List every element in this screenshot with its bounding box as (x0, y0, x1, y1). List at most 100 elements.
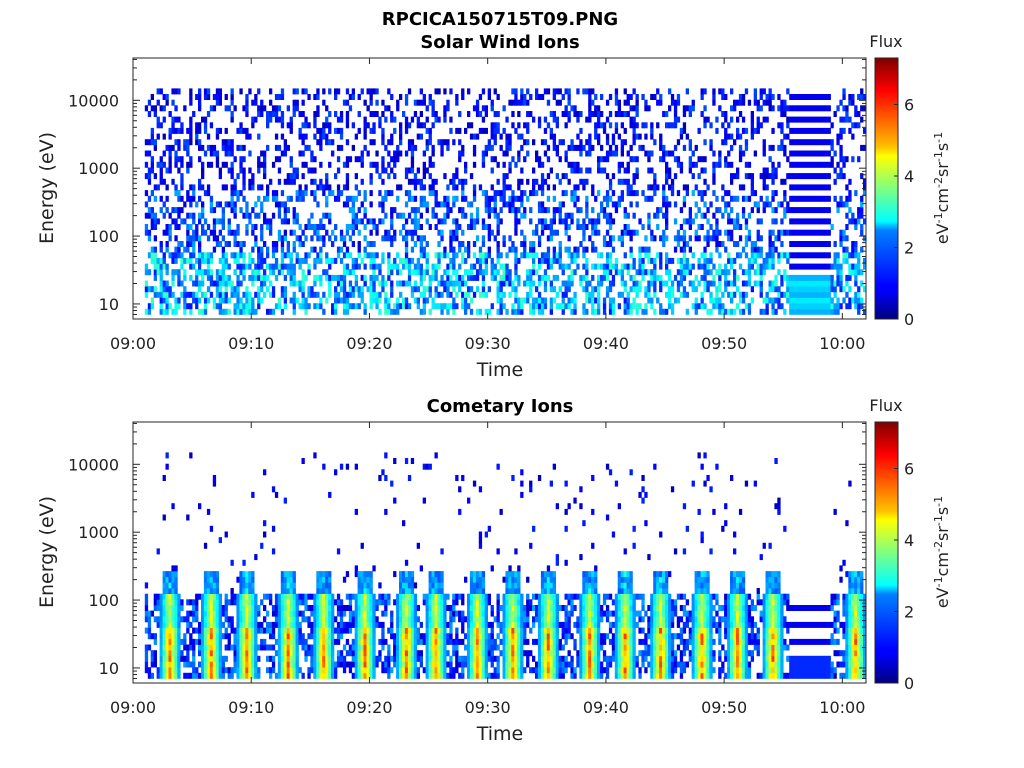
heatmap-cell (487, 195, 491, 202)
heatmap-cell (274, 638, 279, 645)
heatmap-cell (765, 257, 769, 264)
heatmap-cell (177, 633, 181, 640)
heatmap-cell (795, 173, 799, 180)
heatmap-cell (334, 257, 338, 264)
heatmap-cell (209, 252, 214, 259)
heatmap-cell (354, 257, 358, 264)
heatmap-cell (144, 593, 149, 600)
heatmap-cell (493, 133, 497, 140)
heatmap-cell (316, 667, 320, 674)
heatmap-cell (443, 173, 447, 180)
heatmap-cell (162, 616, 166, 623)
heatmap-cell (662, 201, 666, 208)
heatmap-cell (239, 122, 243, 129)
heatmap-cell (777, 201, 781, 208)
heatmap-cell (215, 88, 220, 95)
heatmap-cell (703, 190, 707, 197)
heatmap-cell (198, 257, 202, 264)
heatmap-cell (540, 184, 545, 191)
heatmap-cell (422, 122, 426, 129)
heatmap-cell (283, 139, 287, 146)
heatmap-cell (180, 178, 184, 185)
heatmap-cell (153, 195, 157, 202)
heatmap-cell (431, 212, 435, 219)
heatmap-cell (679, 161, 684, 168)
heatmap-cell (183, 644, 187, 651)
heatmap-cell (827, 105, 831, 112)
heatmap-cell (274, 274, 279, 281)
heatmap-cell (224, 252, 228, 259)
heatmap-cell (174, 257, 178, 264)
heatmap-cell (242, 667, 246, 674)
heatmap-cell (694, 303, 698, 310)
heatmap-cell (795, 297, 799, 304)
heatmap-cell (727, 269, 731, 276)
heatmap-cell (239, 593, 243, 600)
heatmap-cell (597, 286, 601, 293)
heatmap-cell (280, 571, 285, 578)
heatmap-cell (836, 297, 840, 304)
heatmap-cell (289, 127, 293, 134)
heatmap-cell (206, 621, 211, 628)
heatmap-cell (830, 308, 834, 315)
heatmap-cell (206, 111, 211, 117)
heatmap-cell (537, 308, 542, 315)
heatmap-cell (277, 672, 282, 679)
heatmap-cell (168, 593, 172, 600)
heatmap-cell (529, 241, 533, 247)
heatmap-cell (496, 246, 500, 253)
heatmap-cell (236, 650, 240, 657)
heatmap-cell (608, 224, 613, 230)
heatmap-cell (260, 246, 264, 253)
heatmap-cell (381, 207, 385, 214)
heatmap-cell (277, 638, 282, 645)
heatmap-cell (201, 667, 205, 674)
heatmap-cell (206, 269, 211, 276)
heatmap-cell (177, 661, 181, 668)
heatmap-cell (404, 190, 409, 197)
heatmap-cell (514, 291, 518, 298)
heatmap-cell (192, 235, 196, 242)
heatmap-cell (144, 616, 149, 623)
heatmap-cell (387, 297, 391, 304)
heatmap-cell (670, 99, 675, 106)
heatmap-cell (153, 593, 157, 600)
heatmap-cell (239, 627, 243, 634)
heatmap-cell (665, 212, 669, 219)
heatmap-cell (845, 195, 849, 202)
heatmap-cell (174, 127, 178, 134)
heatmap-cell (523, 99, 527, 106)
heatmap-cell (283, 263, 287, 270)
heatmap-cell (189, 195, 193, 202)
heatmap-cell (316, 661, 320, 668)
heatmap-cell (224, 297, 228, 304)
heatmap-cell (257, 610, 261, 617)
heatmap-cell (756, 280, 760, 287)
heatmap-cell (591, 229, 595, 236)
heatmap-cell (212, 229, 217, 236)
heatmap-cell (715, 241, 719, 247)
y-tick-label: 10000 (68, 91, 119, 110)
heatmap-cell (295, 173, 299, 180)
heatmap-cell (224, 201, 228, 208)
heatmap-cell (588, 133, 592, 140)
heatmap-cell (765, 291, 769, 298)
heatmap-cell (464, 195, 468, 202)
heatmap-cell (224, 616, 228, 623)
heatmap-cell (360, 274, 364, 281)
heatmap-cell (617, 161, 621, 168)
heatmap-cell (526, 127, 530, 134)
heatmap-cell (260, 280, 264, 287)
heatmap-cell (759, 218, 763, 225)
cometary-panel: Cometary Ions 09:00 09:10 09:20 09:30 09:40 0… (36, 396, 952, 745)
heatmap-cell (227, 638, 231, 645)
heatmap-cell (721, 111, 725, 117)
heatmap-cell (277, 650, 282, 657)
heatmap-cell (750, 111, 754, 117)
heatmap-cell (632, 156, 636, 163)
heatmap-cell (381, 111, 385, 117)
heatmap-cell (328, 139, 332, 146)
heatmap-cell (171, 252, 175, 259)
heatmap-cell (502, 263, 506, 270)
heatmap-cell (452, 263, 456, 270)
